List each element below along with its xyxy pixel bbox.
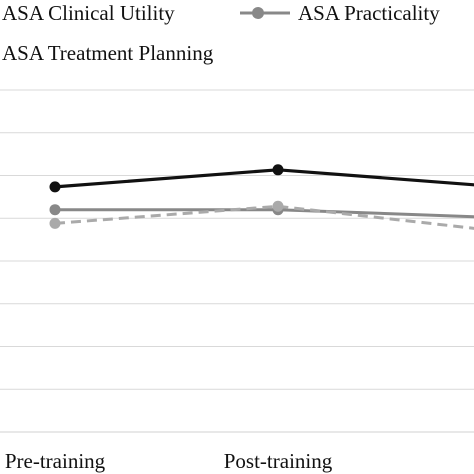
series-lines [54, 168, 474, 230]
series-points [49, 164, 284, 229]
data-point-asa-clinical-utility-0 [49, 181, 61, 193]
data-point-asa-practicality-0 [49, 204, 61, 216]
legend-item-treatment-planning: ASA Treatment Planning [2, 41, 214, 65]
series-line-asa-treatment-planning [54, 204, 474, 230]
legend: ASA Clinical Utility ASA Practicality AS… [2, 1, 440, 65]
series-line-asa-practicality [55, 208, 474, 219]
legend-label-clinical-utility: ASA Clinical Utility [2, 1, 175, 25]
data-point-asa-treatment-planning-1 [272, 200, 284, 212]
series-line-asa-clinical-utility [54, 168, 474, 189]
x-tick-label: Post-training [224, 449, 333, 473]
legend-label-practicality: ASA Practicality [298, 1, 440, 25]
legend-marker-practicality [252, 7, 264, 19]
legend-item-practicality: ASA Practicality [240, 1, 440, 25]
x-tick-label: Pre-training [5, 449, 106, 473]
gridlines [0, 89, 474, 433]
legend-label-treatment-planning: ASA Treatment Planning [2, 41, 214, 65]
legend-item-clinical-utility: ASA Clinical Utility [2, 1, 175, 25]
data-point-asa-clinical-utility-1 [272, 164, 284, 176]
data-point-asa-treatment-planning-0 [49, 217, 61, 229]
